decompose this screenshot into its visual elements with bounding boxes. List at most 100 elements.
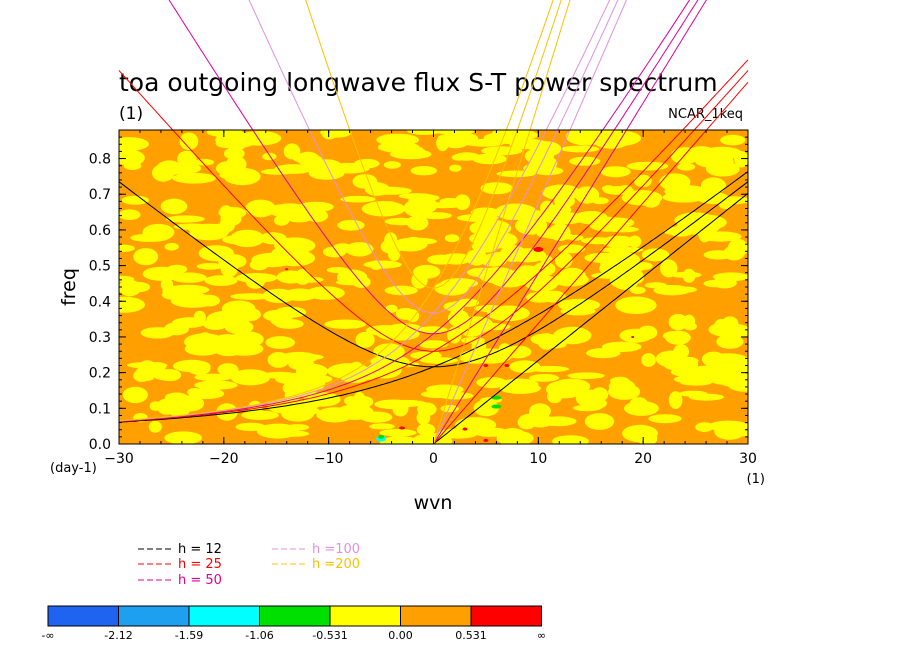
field-patch xyxy=(472,419,486,433)
field-patch xyxy=(252,205,293,213)
field-patch xyxy=(641,353,656,367)
field-patch xyxy=(547,389,563,404)
field-patch xyxy=(185,294,203,307)
x-unit-label: (1) xyxy=(747,472,765,487)
field-patch xyxy=(164,242,179,251)
field-patch xyxy=(439,197,460,205)
field-patch xyxy=(479,231,518,249)
field-patch xyxy=(160,278,174,291)
field-patch xyxy=(500,378,539,391)
field-patch xyxy=(286,424,310,431)
field-patch xyxy=(379,436,421,444)
field-patch xyxy=(505,345,532,359)
field-patch xyxy=(619,328,653,343)
field-patch xyxy=(335,279,371,286)
field-patch xyxy=(542,212,585,225)
field-patch xyxy=(447,309,470,327)
field-patch xyxy=(273,215,290,226)
field-patch xyxy=(287,204,304,219)
field-patch xyxy=(321,130,338,140)
dispersion-curve-h12-kelvin xyxy=(433,192,749,444)
y-tick-label: 0.4 xyxy=(89,294,111,310)
field-patch xyxy=(410,166,437,176)
field-patch xyxy=(554,252,573,269)
field-patch xyxy=(230,331,264,348)
chart-subtitle-left: (1) xyxy=(119,104,143,124)
x-tick-label: −30 xyxy=(104,451,134,467)
field-patch xyxy=(509,360,541,374)
field-patch xyxy=(197,332,213,349)
y-tick-label: 0.6 xyxy=(89,223,111,239)
field-patch xyxy=(344,396,359,406)
colorbar-label: -1.06 xyxy=(245,629,273,642)
field-patch xyxy=(440,278,479,289)
field-patch xyxy=(670,366,710,378)
field-patch xyxy=(600,166,631,178)
field-patch xyxy=(660,259,678,278)
field-patch xyxy=(664,185,708,198)
field-patch xyxy=(516,265,539,279)
field-patch xyxy=(296,363,328,379)
field-patch xyxy=(678,390,708,397)
field-patch xyxy=(367,186,412,195)
field-patch xyxy=(727,377,748,392)
field-patch xyxy=(540,156,558,170)
field-patch xyxy=(219,205,233,220)
y-axis-label: freq xyxy=(58,268,80,306)
colorbar-label: 0.531 xyxy=(455,629,487,642)
field-patch xyxy=(245,273,265,289)
field-spot xyxy=(462,427,468,431)
field-patch xyxy=(420,390,457,399)
field-patch xyxy=(456,133,479,144)
field-patch xyxy=(417,402,437,417)
field-patch xyxy=(569,135,593,142)
dispersion-curve-h12-mrg xyxy=(118,171,749,423)
field-patch xyxy=(628,235,642,248)
field-patch xyxy=(164,392,189,403)
field-patch xyxy=(413,194,440,201)
field-patch xyxy=(198,245,234,262)
legend-label: h = 25 xyxy=(178,557,222,572)
field-patch xyxy=(480,182,513,195)
field-patch xyxy=(481,256,495,266)
legend-label: h = 12 xyxy=(178,542,222,557)
field-patch xyxy=(597,130,642,146)
field-patch xyxy=(629,397,648,410)
field-patch xyxy=(468,348,513,364)
field-patch xyxy=(395,307,416,320)
field-patch xyxy=(487,305,530,322)
field-patch xyxy=(631,270,644,284)
y-tick-label: 0.1 xyxy=(89,401,111,417)
field-patch xyxy=(703,279,728,288)
field-patch xyxy=(326,267,350,274)
field-patch xyxy=(187,362,211,376)
field-patch xyxy=(275,430,310,437)
dispersion-curve-h50-kelvin xyxy=(433,0,707,444)
y-tick-label: 0.2 xyxy=(89,366,111,382)
field-patch xyxy=(340,195,376,203)
field-patch xyxy=(601,341,642,352)
field-patch xyxy=(376,133,420,146)
field-patch xyxy=(584,413,615,430)
y-tick-label: 0.7 xyxy=(89,187,111,203)
colorbar-cell xyxy=(470,605,542,627)
legend-label: h =100 xyxy=(312,542,360,557)
dispersion-curve-h200-kelvin xyxy=(433,0,571,444)
field-patch xyxy=(130,233,170,242)
colorbar: -∞ -2.12 -1.59 -1.06 -0.531 0.00 0.531 ∞ xyxy=(41,605,546,642)
field-patch xyxy=(358,372,377,380)
field-patch xyxy=(699,231,742,242)
field-patch xyxy=(673,344,689,360)
field-patch xyxy=(673,375,700,383)
field-patch xyxy=(274,164,313,174)
field-patch xyxy=(436,134,449,152)
field-patch xyxy=(230,369,271,386)
field-patch xyxy=(121,195,149,205)
field-patch xyxy=(379,429,417,437)
field-patch xyxy=(133,248,159,266)
field-patch xyxy=(270,312,286,326)
field-spot xyxy=(504,364,510,367)
field-patch xyxy=(727,238,748,257)
field-patch xyxy=(472,153,507,165)
field-patch xyxy=(194,158,215,166)
